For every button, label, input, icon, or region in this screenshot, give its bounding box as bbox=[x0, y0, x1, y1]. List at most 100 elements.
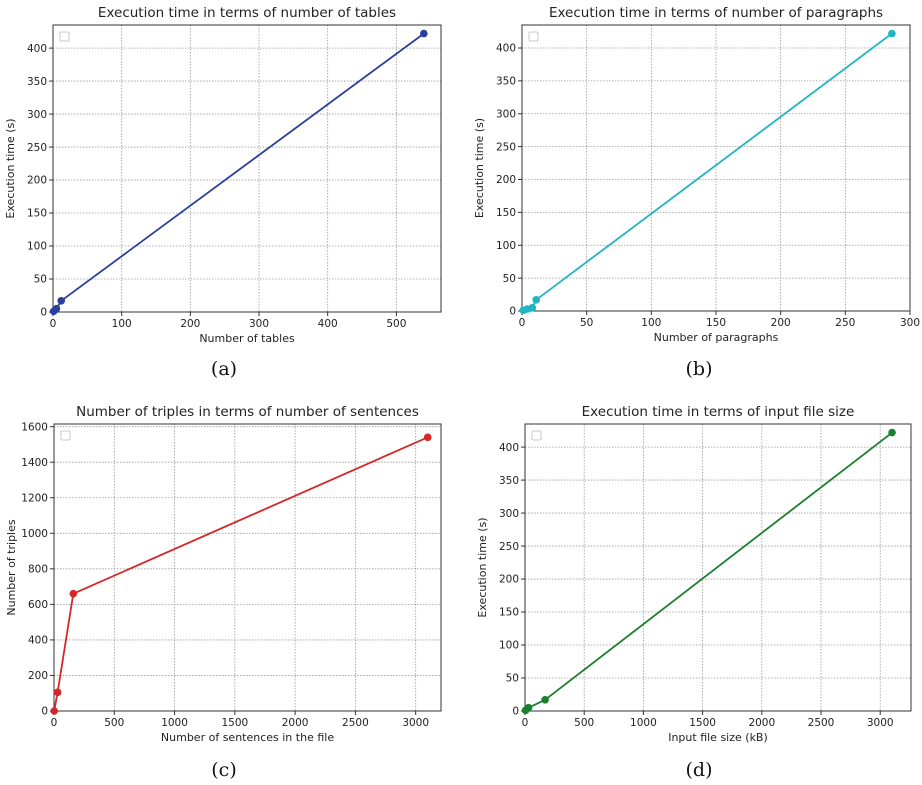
y-tick-label: 1600 bbox=[21, 421, 48, 433]
x-tick-label: 1000 bbox=[630, 717, 657, 729]
y-tick-label: 350 bbox=[499, 475, 519, 487]
chart-panel-4: 0 500 1000 1500 2000 2500 3000 0 50 100 150 200 250 3… bbox=[476, 404, 912, 781]
legend-box bbox=[531, 430, 542, 441]
y-tick-label: 0 bbox=[509, 306, 516, 318]
panel-caption: (c) bbox=[211, 759, 236, 781]
x-tick-label: 1500 bbox=[221, 717, 248, 729]
data-point bbox=[420, 29, 428, 38]
y-tick-label: 100 bbox=[496, 240, 516, 252]
y-tick-label: 800 bbox=[28, 564, 48, 576]
x-axis-label: Number of sentences in the file bbox=[161, 731, 334, 744]
y-tick-label: 300 bbox=[27, 109, 47, 121]
y-tick-label: 150 bbox=[496, 207, 516, 219]
y-tick-label: 250 bbox=[27, 142, 47, 154]
y-tick-label: 250 bbox=[496, 141, 516, 153]
chart-title: Execution time in terms of number of tab… bbox=[98, 5, 396, 21]
y-tick-label: 300 bbox=[499, 508, 519, 520]
data-point bbox=[53, 688, 62, 697]
data-point bbox=[541, 695, 549, 704]
y-tick-label: 0 bbox=[40, 307, 47, 319]
x-tick-label: 2000 bbox=[748, 717, 775, 729]
chart-title: Number of triples in terms of number of … bbox=[76, 404, 419, 420]
y-tick-label: 200 bbox=[496, 174, 516, 186]
x-tick-label: 300 bbox=[249, 318, 269, 330]
x-tick-label: 200 bbox=[771, 317, 791, 329]
x-tick-label: 400 bbox=[318, 318, 338, 330]
y-tick-label: 350 bbox=[27, 76, 47, 88]
data-point bbox=[524, 703, 533, 712]
y-tick-label: 1200 bbox=[21, 492, 48, 504]
data-point bbox=[423, 433, 432, 442]
y-tick-label: 100 bbox=[499, 640, 519, 652]
panel-caption: (b) bbox=[686, 358, 713, 380]
panel-caption: (a) bbox=[211, 358, 237, 380]
legend-box bbox=[528, 31, 539, 42]
x-tick-label: 2000 bbox=[282, 717, 309, 729]
legend-box bbox=[59, 31, 70, 42]
x-tick-label: 0 bbox=[522, 717, 529, 729]
x-tick-label: 250 bbox=[835, 317, 855, 329]
x-tick-label: 50 bbox=[580, 317, 593, 329]
y-tick-label: 250 bbox=[499, 541, 519, 553]
x-tick-label: 0 bbox=[50, 318, 57, 330]
x-tick-label: 100 bbox=[112, 318, 132, 330]
y-tick-label: 1000 bbox=[21, 528, 48, 540]
data-point bbox=[532, 296, 541, 304]
series-line bbox=[53, 436, 429, 712]
y-tick-label: 100 bbox=[27, 241, 47, 253]
series-line bbox=[523, 32, 893, 312]
data-point bbox=[69, 589, 78, 598]
chart-panel-3: 0 500 1000 1500 2000 2500 3000 0 200 400 600 800 100… bbox=[5, 404, 442, 781]
y-tick-label: 400 bbox=[27, 43, 47, 55]
y-tick-label: 350 bbox=[496, 76, 516, 88]
x-axis-label: Input file size (kB) bbox=[668, 731, 768, 744]
y-tick-label: 200 bbox=[27, 175, 47, 187]
y-axis-label: Execution time (s) bbox=[473, 118, 486, 218]
y-tick-label: 400 bbox=[499, 442, 519, 454]
chart-panel-1: 0 100 200 300 400 500 0 50 100 150 200 250 300 350 400… bbox=[4, 5, 442, 380]
series-line bbox=[53, 32, 425, 312]
x-tick-label: 100 bbox=[641, 317, 661, 329]
plot-frame bbox=[524, 423, 912, 712]
chart-panel-2: 0 50 100 150 200 250 300 0 50 100 150 200 250 300 350 4… bbox=[473, 5, 920, 380]
x-tick-label: 1500 bbox=[689, 717, 716, 729]
data-point bbox=[888, 428, 896, 437]
x-tick-label: 3000 bbox=[402, 717, 429, 729]
series-line bbox=[525, 431, 893, 711]
plot-frame bbox=[53, 423, 442, 712]
y-tick-label: 600 bbox=[28, 599, 48, 611]
x-tick-label: 300 bbox=[900, 317, 920, 329]
legend-box bbox=[60, 430, 71, 441]
x-tick-label: 3000 bbox=[867, 717, 894, 729]
y-tick-label: 200 bbox=[499, 574, 519, 586]
x-tick-label: 150 bbox=[706, 317, 726, 329]
data-point bbox=[52, 304, 61, 313]
y-axis-label: Execution time (s) bbox=[4, 118, 17, 218]
y-tick-label: 0 bbox=[41, 706, 48, 718]
y-tick-label: 50 bbox=[506, 673, 519, 685]
y-tick-label: 400 bbox=[28, 635, 48, 647]
x-axis-label: Number of tables bbox=[199, 332, 295, 345]
y-tick-label: 0 bbox=[512, 706, 519, 718]
x-tick-label: 0 bbox=[519, 317, 526, 329]
y-tick-label: 200 bbox=[28, 670, 48, 682]
x-tick-label: 2500 bbox=[342, 717, 369, 729]
x-tick-label: 0 bbox=[51, 717, 58, 729]
data-point bbox=[888, 29, 896, 38]
y-tick-label: 300 bbox=[496, 108, 516, 120]
x-tick-label: 500 bbox=[104, 717, 124, 729]
chart-title: Execution time in terms of input file si… bbox=[582, 404, 855, 420]
plot-frame bbox=[52, 24, 442, 313]
x-tick-label: 200 bbox=[180, 318, 200, 330]
y-tick-label: 150 bbox=[27, 208, 47, 220]
y-tick-label: 50 bbox=[503, 273, 516, 285]
data-point bbox=[57, 296, 66, 305]
data-point bbox=[50, 707, 59, 715]
x-tick-label: 1000 bbox=[161, 717, 188, 729]
chart-title: Execution time in terms of number of par… bbox=[549, 5, 883, 21]
x-tick-label: 500 bbox=[574, 717, 594, 729]
x-tick-label: 2500 bbox=[808, 717, 835, 729]
data-point bbox=[528, 303, 537, 312]
x-axis-label: Number of paragraphs bbox=[654, 331, 779, 344]
